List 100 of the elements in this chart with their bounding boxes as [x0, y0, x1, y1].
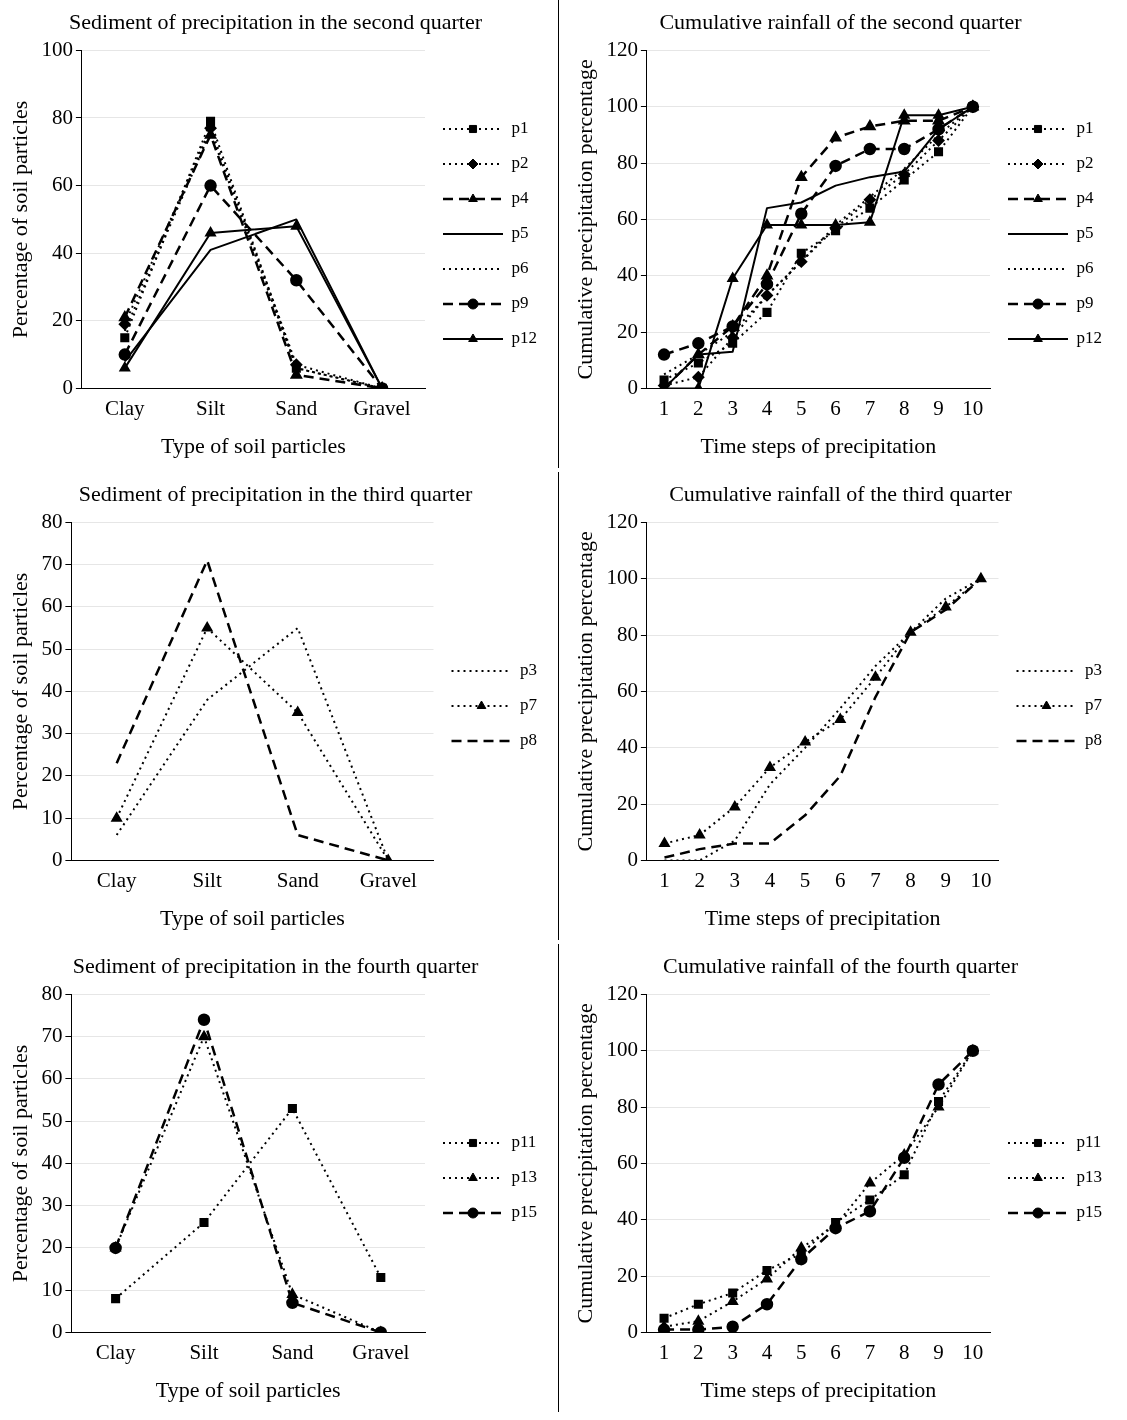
y-tick-label: 0	[51, 846, 63, 871]
y-tick-label: 40	[616, 734, 638, 759]
chart-title: Sediment of precipitation in the third quarter	[78, 480, 473, 506]
y-tick-label: 120	[606, 980, 638, 1005]
x-axis-title: Type of soil particles	[160, 904, 345, 930]
y-axis-title: Cumulative precipitation percentage	[571, 531, 597, 852]
y-tick-label: 120	[606, 508, 638, 533]
y-tick-label: 80	[616, 1093, 638, 1118]
x-tick-label: 7	[864, 395, 876, 420]
y-tick-label: 50	[41, 635, 63, 660]
y-tick-label: 20	[41, 762, 63, 787]
chart-title: Cumulative rainfall of the third quarter	[669, 480, 1013, 506]
legend-label: p8	[520, 730, 537, 750]
y-tick-label: 40	[616, 262, 638, 287]
legend-label: p9	[511, 293, 529, 313]
y-tick-label: 30	[41, 1192, 63, 1217]
x-tick-label: 3	[729, 867, 741, 892]
y-tick-label: 100	[41, 36, 73, 61]
y-tick-label: 0	[627, 374, 638, 399]
y-tick-label: 0	[51, 1318, 63, 1343]
y-axis-title: Percentage of soil particles	[6, 572, 32, 811]
legend-label: p9	[1076, 293, 1094, 313]
x-tick-label: 3	[727, 395, 738, 420]
x-tick-label: Silt	[189, 1339, 219, 1364]
chart-title: Sediment of precipitation in the fourth quarter	[72, 952, 479, 978]
y-tick-label: 0	[627, 846, 638, 871]
y-tick-label: 40	[41, 1149, 63, 1174]
x-tick-label: 6	[830, 1339, 841, 1364]
x-tick-label: 1	[659, 867, 670, 892]
x-tick-label: Silt	[195, 395, 226, 420]
y-tick-label: 20	[51, 307, 73, 332]
legend-label: p15	[511, 1202, 537, 1222]
x-tick-label: Gravel	[352, 1339, 410, 1364]
y-tick-label: 40	[616, 1206, 638, 1231]
x-tick-label: Sand	[271, 1339, 314, 1364]
legend-label: p1	[511, 118, 529, 138]
x-axis-title: Time steps of precipitation	[704, 904, 941, 930]
legend-label: p11	[1076, 1132, 1102, 1152]
y-tick-label: 60	[616, 1149, 638, 1174]
x-tick-label: 2	[694, 867, 705, 892]
legend-label: p4	[511, 188, 529, 208]
x-tick-label: Clay	[95, 1339, 136, 1364]
x-tick-label: 2	[693, 395, 704, 420]
legend-label: p8	[1085, 730, 1102, 750]
x-tick-label: 1	[658, 1339, 670, 1364]
legend-label: p2	[1076, 153, 1094, 173]
legend-label: p4	[1076, 188, 1094, 208]
y-tick-label: 30	[41, 720, 63, 745]
y-tick-label: 70	[41, 551, 63, 576]
legend-label: p12	[1076, 328, 1102, 348]
x-tick-label: 5	[796, 395, 807, 420]
y-tick-label: 60	[616, 205, 638, 230]
x-tick-label: 7	[864, 1339, 876, 1364]
y-axis-title: Percentage of soil particles	[6, 1044, 32, 1283]
y-tick-label: 70	[41, 1023, 63, 1048]
x-tick-label: 5	[799, 867, 811, 892]
y-axis-title: Cumulative precipitation percentage	[571, 59, 597, 380]
x-tick-label: Gravel	[359, 867, 417, 892]
y-tick-label: 40	[51, 239, 73, 264]
y-tick-label: 50	[41, 1107, 63, 1132]
x-tick-label: 3	[727, 1339, 738, 1364]
chart-title: Cumulative rainfall of the second quarter	[659, 8, 1023, 34]
x-tick-label: 8	[898, 1339, 910, 1364]
x-tick-label: 2	[693, 1339, 704, 1364]
x-tick-label: 10	[962, 395, 984, 420]
legend-label: p13	[1076, 1167, 1102, 1187]
y-tick-label: 80	[41, 508, 63, 533]
y-tick-label: 120	[606, 36, 638, 61]
y-tick-label: 20	[41, 1234, 63, 1259]
y-tick-label: 80	[51, 104, 73, 129]
y-axis-title: Cumulative precipitation percentage	[571, 1003, 597, 1324]
chart-title: Sediment of precipitation in the second quarter	[69, 8, 483, 34]
legend-label: p5	[511, 223, 529, 243]
x-tick-label: 4	[761, 1339, 773, 1364]
y-tick-label: 20	[616, 318, 638, 343]
legend-label: p2	[511, 153, 529, 173]
y-tick-label: 100	[606, 1037, 638, 1062]
x-tick-label: Sand	[276, 867, 320, 892]
legend-label: p6	[511, 258, 529, 278]
legend-label: p7	[1085, 695, 1103, 715]
x-axis-title: Type of soil particles	[161, 432, 346, 458]
x-tick-label: Clay	[104, 395, 146, 420]
legend-label: p1	[1076, 118, 1094, 138]
x-tick-label: 6	[835, 867, 846, 892]
x-tick-label: Silt	[192, 867, 222, 892]
x-tick-label: 9	[933, 395, 944, 420]
legend-label: p6	[1076, 258, 1094, 278]
y-tick-label: 80	[616, 149, 638, 174]
y-tick-label: 20	[616, 790, 638, 815]
x-tick-label: 9	[940, 867, 952, 892]
x-tick-label: 5	[796, 1339, 807, 1364]
y-tick-label: 100	[606, 93, 638, 118]
x-tick-label: Clay	[96, 867, 137, 892]
x-tick-label: 10	[970, 867, 992, 892]
y-tick-label: 0	[627, 1318, 638, 1343]
x-tick-label: 4	[764, 867, 776, 892]
y-tick-label: 10	[41, 804, 63, 829]
y-tick-label: 60	[616, 677, 638, 702]
y-tick-label: 40	[41, 677, 63, 702]
y-tick-label: 60	[51, 172, 73, 197]
